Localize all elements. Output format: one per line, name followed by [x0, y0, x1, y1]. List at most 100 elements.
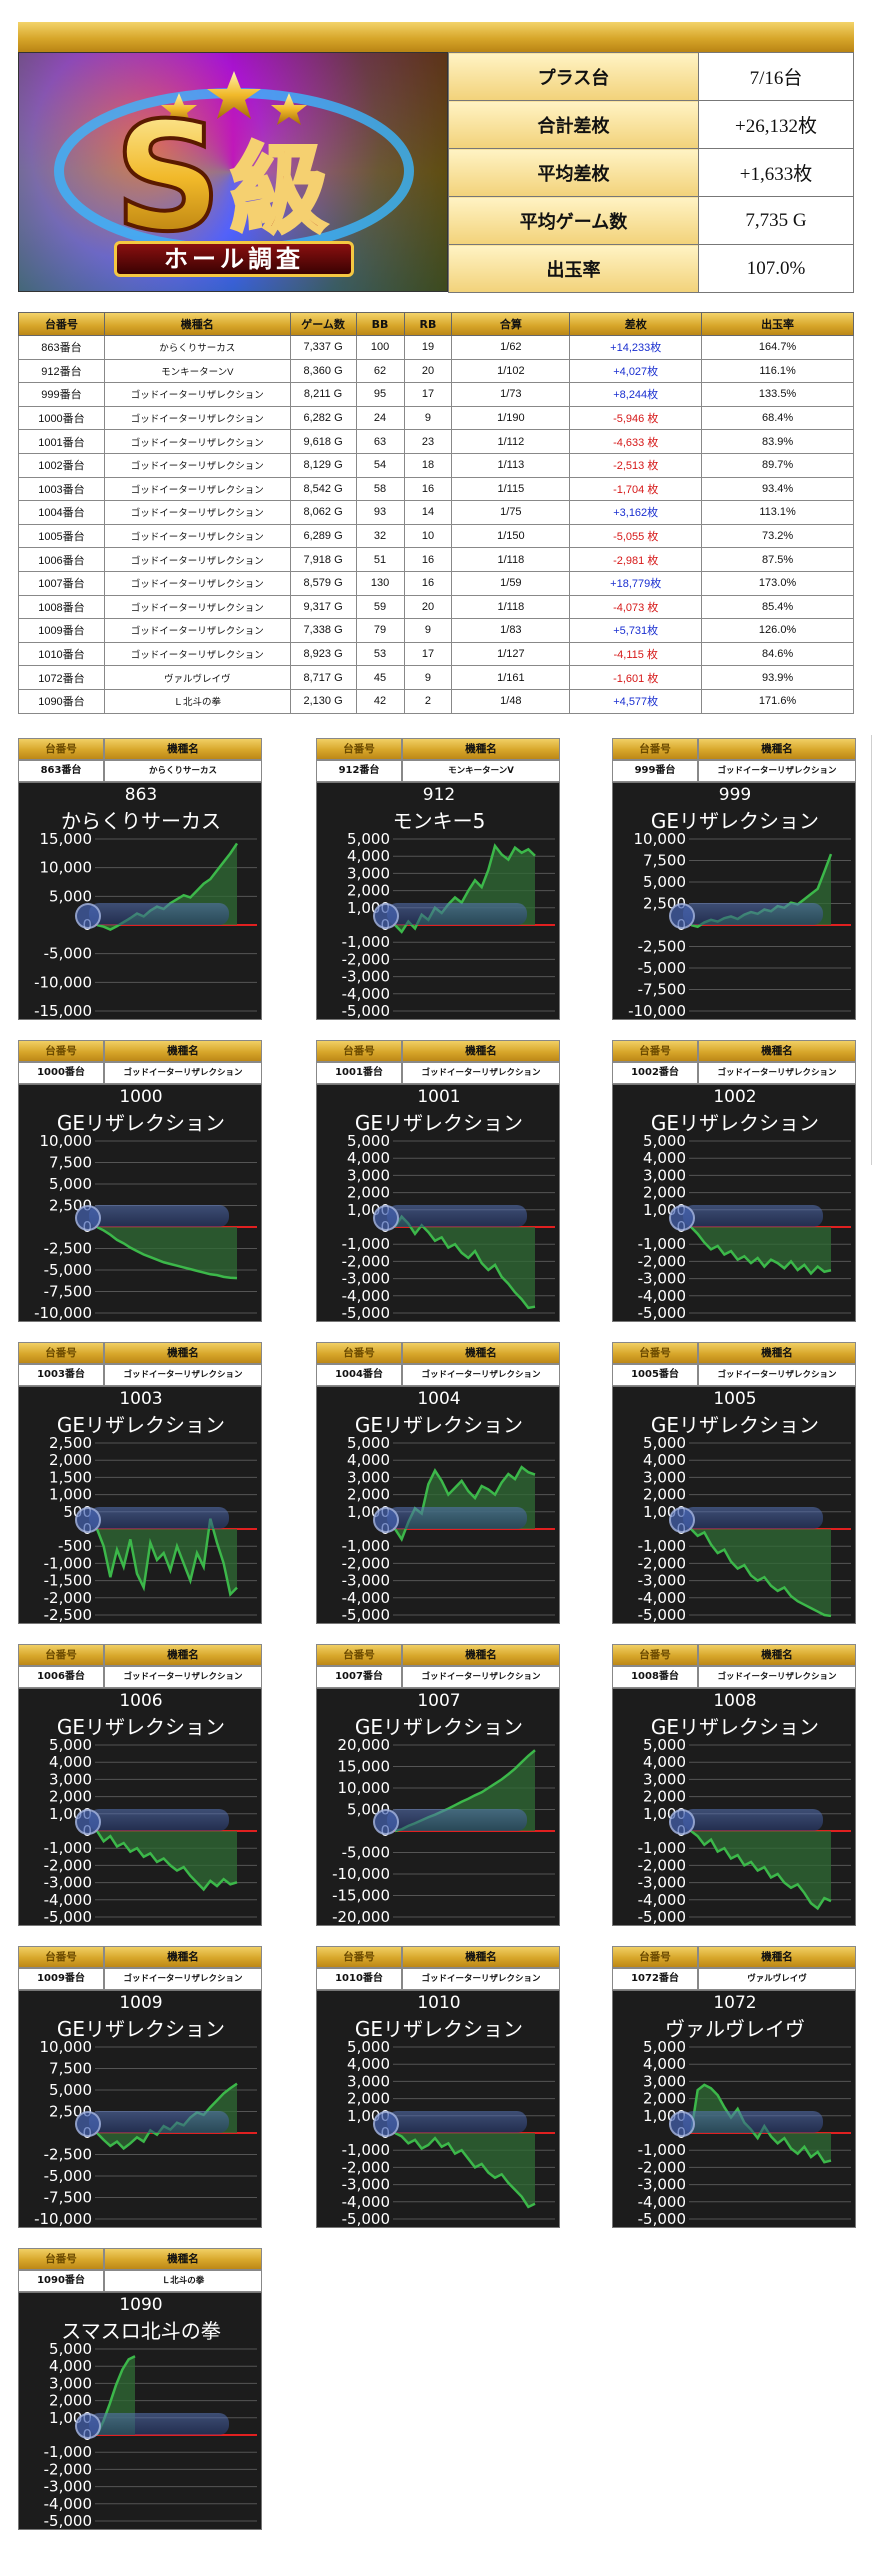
table-cell: 1002番台	[18, 452, 105, 478]
chart-title-number: 1072	[713, 1993, 757, 2013]
column-header: 合算	[451, 312, 571, 336]
summary-label: プラス台	[448, 52, 699, 101]
y-tick-label: -3,000	[342, 1270, 390, 1288]
chart-svg: 10,0007,5005,0002,5000-2,500-5,000-7,500…	[34, 2038, 257, 2228]
badge-letter: S	[114, 91, 222, 265]
summary-row: 出玉率 107.0%	[448, 244, 854, 293]
panel-machine-name: Ｌ北斗の拳	[104, 2270, 262, 2292]
panel-machine-number: 1002番台	[612, 1062, 698, 1084]
y-tick-label: -1,000	[342, 1537, 390, 1555]
table-cell: 42	[355, 688, 405, 714]
table-cell: 10	[403, 523, 453, 549]
y-tick-label: 5,000	[49, 887, 92, 905]
y-tick-label: -5,000	[44, 2167, 92, 2185]
y-tick-label: -5,000	[342, 1606, 390, 1624]
y-tick-label: -1,000	[638, 1839, 686, 1857]
chart-svg: 5,0004,0003,0002,0001,0000-1,000-2,000-3…	[638, 1736, 851, 1926]
table-cell: ゴッドイーターリザレクション	[103, 618, 291, 643]
y-tick-label: -5,000	[44, 1261, 92, 1279]
chart-svg: 10,0007,5005,0002,5000-2,500-5,000-7,500…	[628, 830, 851, 1020]
series-line	[393, 1214, 536, 1310]
panel-header-number: 台番号	[316, 738, 402, 760]
y-tick-label: -3,000	[638, 1270, 686, 1288]
chart-title: GEリザレクション	[354, 1413, 524, 1437]
series-line	[95, 1830, 238, 1892]
y-tick-label: 2,000	[49, 1451, 92, 1469]
y-tick-label: -7,500	[638, 981, 686, 999]
chart-title: GEリザレクション	[56, 2017, 226, 2041]
panel-header-number: 台番号	[18, 738, 104, 760]
y-tick-label: -2,500	[44, 1606, 92, 1624]
chart-title-number: 1008	[713, 1691, 757, 1711]
panel-header-machine: 機種名	[104, 1644, 262, 1666]
panel-values: 912番台 モンキーターンV	[316, 760, 560, 782]
table-cell: 1/112	[451, 429, 571, 454]
y-tick-label: -5,000	[342, 2210, 390, 2228]
y-tick-label: 2,000	[643, 1486, 686, 1504]
table-cell: 164.7%	[701, 335, 854, 360]
panel-values: 1009番台 ゴッドイーターリザレクション	[18, 1968, 262, 1990]
panel-values: 1007番台 ゴッドイーターリザレクション	[316, 1666, 560, 1688]
watermark-logo-icon	[373, 903, 527, 929]
table-row: 863番台 からくりサーカス 7,337 G 100 19 1/62 +14,233枚 164…	[18, 335, 854, 360]
table-cell: 8,542 G	[289, 476, 357, 502]
machine-chart-panel: 台番号 機種名 1006番台 ゴッドイーターリザレクション 1006 GEリザレクション 5…	[18, 1644, 262, 1926]
table-cell: 95	[355, 382, 405, 407]
hero-banner: S 級 ホール調査	[18, 52, 448, 292]
table-cell: ゴッドイーターリザレクション	[103, 405, 291, 431]
line-chart: 999GEリザレクション10,0007,5005,0002,5000-2,500…	[612, 782, 856, 1020]
panel-values: 1090番台 Ｌ北斗の拳	[18, 2270, 262, 2292]
y-tick-label: 3,000	[347, 1468, 390, 1486]
table-cell: 1006番台	[18, 547, 105, 572]
table-cell: 20	[403, 594, 453, 620]
series-line	[96, 1225, 238, 1280]
y-tick-label: 2,000	[643, 1788, 686, 1806]
panel-machine-name: ゴッドイーターリザレクション	[402, 1968, 560, 1990]
panel-header-number: 台番号	[316, 1946, 402, 1968]
y-tick-label: -2,000	[638, 2158, 686, 2176]
chart-title: GEリザレクション	[354, 1715, 524, 1739]
table-cell: 83.9%	[701, 429, 854, 454]
panel-header-number: 台番号	[612, 1040, 698, 1062]
table-cell: 7,337 G	[289, 335, 357, 360]
table-cell: 1/150	[451, 523, 571, 549]
panel-machine-number: 1008番台	[612, 1666, 698, 1688]
table-cell: 1009番台	[18, 618, 105, 643]
y-tick-label: 10,000	[40, 1132, 93, 1150]
y-tick-label: -15,000	[332, 1887, 390, 1905]
chart-svg: 5,0004,0003,0002,0001,0000-1,000-2,000-3…	[342, 1132, 555, 1322]
s-rank-badge-icon: S 級	[54, 71, 414, 267]
chart-title-number: 1005	[713, 1389, 757, 1409]
watermark-logo-icon	[75, 1507, 229, 1533]
y-tick-label: -5,000	[44, 2512, 92, 2530]
column-header: 台番号	[18, 312, 105, 336]
panel-values: 1005番台 ゴッドイーターリザレクション	[612, 1364, 856, 1386]
table-cell: 912番台	[18, 358, 105, 384]
panel-header-number: 台番号	[18, 1342, 104, 1364]
table-cell: 45	[355, 665, 405, 690]
y-tick-label: -2,000	[638, 1856, 686, 1874]
panel-header: 台番号 機種名	[316, 1644, 560, 1666]
table-cell: 1/73	[451, 382, 571, 407]
table-cell: 53	[355, 641, 405, 667]
table-row: 1005番台 ゴッドイーターリザレクション 6,289 G 32 10 1/150 -5,0…	[18, 523, 854, 549]
table-row: 1007番台 ゴッドイーターリザレクション 8,579 G 130 16 1/59 +18,…	[18, 570, 854, 596]
panel-values: 1001番台 ゴッドイーターリザレクション	[316, 1062, 560, 1084]
y-tick-label: -10,000	[34, 1304, 92, 1322]
table-cell: -4,633 枚	[569, 429, 703, 454]
machine-chart-panel: 台番号 機種名 1004番台 ゴッドイーターリザレクション 1004 GEリザレクション 5…	[316, 1342, 560, 1624]
y-tick-label: -2,000	[342, 1554, 390, 1572]
y-tick-label: 3,000	[643, 1770, 686, 1788]
table-cell: 1004番台	[18, 500, 105, 525]
y-tick-label: 3,000	[347, 1166, 390, 1184]
y-tick-label: -2,500	[44, 1240, 92, 1258]
table-cell: 1/113	[451, 452, 571, 478]
y-tick-label: -3,000	[638, 2176, 686, 2194]
table-cell: 1001番台	[18, 429, 105, 454]
series-area	[395, 1216, 535, 1308]
panel-machine-name: ゴッドイーターリザレクション	[698, 760, 856, 782]
panel-machine-name: ゴッドイーターリザレクション	[104, 1364, 262, 1386]
panel-header: 台番号 機種名	[18, 1040, 262, 1062]
table-cell: 73.2%	[701, 523, 854, 549]
column-header: RB	[403, 312, 453, 336]
